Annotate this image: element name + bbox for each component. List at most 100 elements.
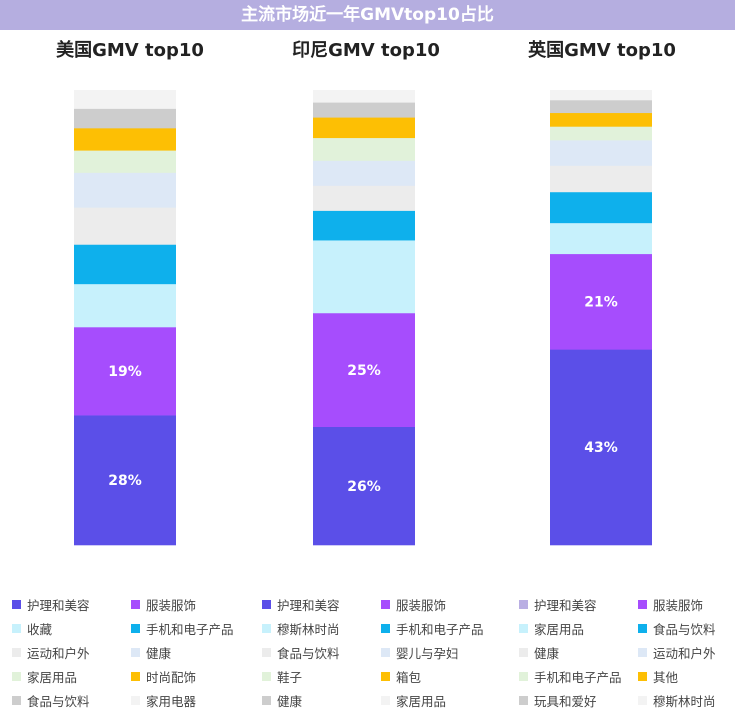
bar-segment (550, 222, 652, 255)
legend-item: 服装服饰 (381, 592, 446, 616)
legend-swatch (12, 623, 21, 633)
legend-label: 家用电器 (146, 693, 197, 709)
legend-item: 服装服饰 (638, 592, 703, 616)
legend-item: 玩具和爱好 (519, 688, 597, 712)
legend-item: 食品与饮料 (12, 688, 90, 712)
bar-segment (550, 112, 652, 127)
legend-swatch (381, 599, 390, 609)
bar-segment (74, 150, 176, 173)
legend-label: 护理和美容 (534, 597, 597, 613)
legend-label: 鞋子 (277, 669, 303, 685)
legend-item: 护理和美容 (12, 592, 90, 616)
legend-item: 鞋子 (262, 664, 302, 688)
legend-label: 护理和美容 (277, 597, 340, 613)
legend-label: 家居用品 (396, 693, 447, 709)
legend-item: 婴儿与孕妇 (381, 640, 459, 664)
legend-label: 家居用品 (27, 669, 78, 685)
bar-segment (550, 253, 652, 350)
legend-swatch (262, 623, 271, 633)
legend-item: 护理和美容 (262, 592, 340, 616)
legend-swatch (381, 695, 390, 705)
legend-swatch (12, 647, 21, 657)
bar-segment (313, 240, 415, 314)
legend-item: 运动和户外 (638, 640, 716, 664)
legend-label: 健康 (146, 645, 172, 661)
bar-segment (74, 327, 176, 416)
bar-segment (313, 117, 415, 139)
legend-label: 玩具和爱好 (534, 693, 597, 709)
bar-segment (550, 165, 652, 193)
legend-swatch (381, 623, 390, 633)
legend-swatch (638, 695, 647, 705)
legend-item: 手机和电子产品 (381, 616, 484, 640)
legend-swatch (638, 623, 647, 633)
bar-segment (313, 102, 415, 118)
legend-item: 健康 (262, 688, 302, 712)
bar-segment (313, 312, 415, 427)
bar-segment (74, 90, 176, 109)
bar-segment (313, 160, 415, 186)
bar-segment (313, 185, 415, 211)
bar-segment (550, 140, 652, 166)
data-label: 26% (347, 479, 381, 495)
legend-label: 箱包 (396, 669, 422, 685)
legend-label: 运动和户外 (653, 645, 716, 661)
legend-swatch (131, 671, 140, 681)
legend-swatch (131, 599, 140, 609)
panel-title-us: 美国GMV top10 (56, 40, 204, 61)
legend-item: 运动和户外 (12, 640, 90, 664)
legend-swatch (12, 599, 21, 609)
legend-swatch (519, 623, 528, 633)
legend-item: 健康 (131, 640, 171, 664)
legend-item: 服装服饰 (131, 592, 196, 616)
legend-label: 手机和电子产品 (534, 669, 622, 685)
legend-item: 穆斯林时尚 (262, 616, 340, 640)
legend-swatch (12, 695, 21, 705)
legend-item: 手机和电子产品 (131, 616, 234, 640)
legend-item: 家居用品 (381, 688, 446, 712)
legend-swatch (519, 695, 528, 705)
stacked-bar-charts: 28% 19% 26% 25% 43% 21% (74, 90, 652, 546)
data-label: 25% (347, 363, 381, 379)
data-label: 28% (108, 473, 142, 489)
bar-segment (313, 210, 415, 241)
bar-segment (313, 137, 415, 161)
bar-segment (74, 172, 176, 208)
legend-label: 食品与饮料 (27, 693, 90, 709)
legend-item: 收藏 (12, 616, 52, 640)
legend-swatch (381, 671, 390, 681)
legend-item: 护理和美容 (519, 592, 597, 616)
legend-item: 家居用品 (519, 616, 584, 640)
legend-label: 食品与饮料 (277, 645, 340, 661)
legend-item: 其他 (638, 664, 678, 688)
legend-swatch (638, 671, 647, 681)
legend-swatch (638, 647, 647, 657)
legend-label: 手机和电子产品 (396, 621, 484, 637)
legend-item: 食品与饮料 (638, 616, 716, 640)
legend-item: 家居用品 (12, 664, 77, 688)
legend-swatch (262, 599, 271, 609)
bar-segment (74, 108, 176, 129)
legend-swatch (131, 695, 140, 705)
legend-item: 食品与饮料 (262, 640, 340, 664)
legend-label: 健康 (277, 693, 303, 709)
legend-swatch (519, 599, 528, 609)
bar-segment (550, 191, 652, 224)
legend-label: 婴儿与孕妇 (396, 645, 459, 661)
legend-swatch (262, 695, 271, 705)
legend-item: 时尚配饰 (131, 664, 196, 688)
legend-swatch (519, 647, 528, 657)
legend-label: 手机和电子产品 (146, 621, 234, 637)
legend-swatch (131, 623, 140, 633)
legend-label: 护理和美容 (27, 597, 90, 613)
bar-segment (313, 426, 415, 546)
bar-segment (550, 100, 652, 114)
chart-title-banner: 主流市场近一年GMVtop10占比 (0, 0, 735, 30)
legend-swatch (262, 671, 271, 681)
legend-swatch (262, 647, 271, 657)
legend-label: 穆斯林时尚 (277, 621, 340, 637)
legend-label: 服装服饰 (146, 597, 197, 613)
data-label: 21% (584, 295, 618, 311)
data-label: 43% (584, 440, 618, 456)
legend-item: 穆斯林时尚 (638, 688, 716, 712)
